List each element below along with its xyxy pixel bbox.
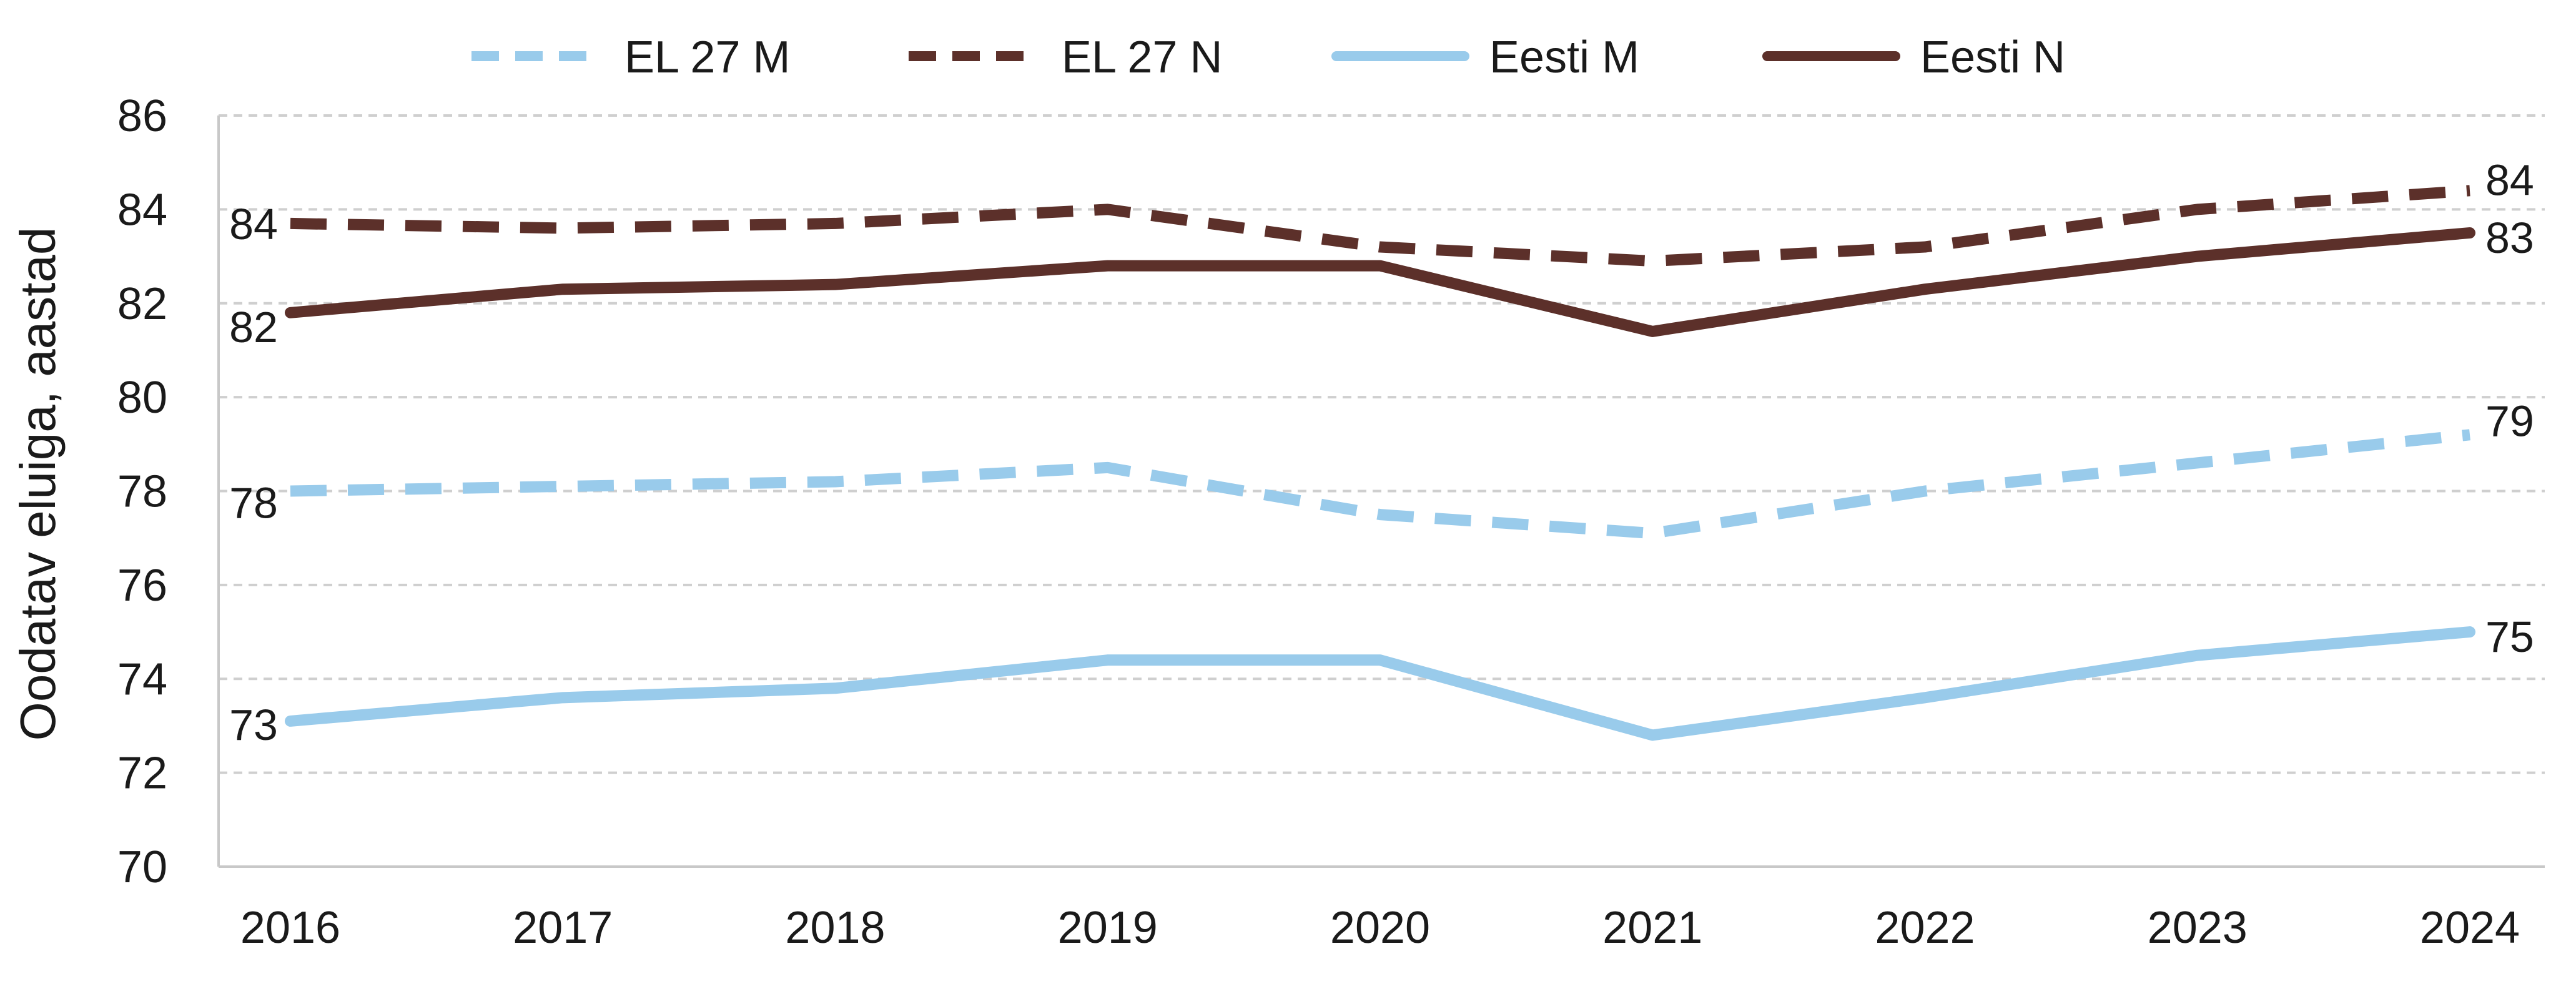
legend-label: EL 27 N	[1062, 32, 1222, 82]
y-tick-label: 78	[117, 467, 167, 517]
data-label: 73	[229, 701, 278, 749]
series-line-eesti-m	[285, 626, 2475, 741]
series-line-el-27-n	[290, 185, 2470, 267]
x-tick-label: 2017	[513, 903, 613, 953]
legend-label: EL 27 M	[624, 32, 790, 82]
legend-label: Eesti N	[1920, 32, 2065, 82]
legend: EL 27 M EL 27 N Eesti M Eesti N	[471, 32, 2065, 82]
x-tick-label: 2022	[1875, 903, 1975, 953]
series-group	[285, 185, 2475, 741]
data-label: 75	[2485, 613, 2534, 661]
x-tick-label: 2020	[1330, 903, 1430, 953]
y-tick-label: 74	[117, 654, 167, 704]
y-tick-label: 84	[117, 185, 167, 235]
data-label: 84	[2485, 155, 2534, 204]
y-tick-label: 80	[117, 373, 167, 423]
data-label: 78	[229, 479, 278, 528]
data-label: 79	[2485, 396, 2534, 445]
data-label: 82	[229, 303, 278, 352]
y-tick-label: 76	[117, 561, 167, 611]
y-tick-label: 86	[117, 91, 167, 141]
data-label: 83	[2485, 214, 2534, 262]
x-tick-label: 2016	[240, 903, 340, 953]
x-tick-label: 2019	[1058, 903, 1158, 953]
data-labels: 78 79 84 84 73 75 82 83	[229, 155, 2534, 749]
y-tick-label: 70	[117, 842, 167, 892]
x-tick-label: 2024	[2420, 903, 2520, 953]
series-line-eesti-n	[285, 227, 2475, 337]
x-tick-label: 2023	[2148, 903, 2248, 953]
axes: 70 72 74 76 78 80 82 84 86 2016 2017 2018 2019 2020 20…	[117, 91, 2545, 953]
y-axis-title: Oodatav eluiga, aastad	[10, 227, 66, 741]
legend-label: Eesti M	[1489, 32, 1639, 82]
y-tick-label: 72	[117, 749, 167, 799]
x-tick-label: 2021	[1602, 903, 1702, 953]
series-line-el-27-m	[290, 429, 2470, 539]
x-tick-label: 2018	[785, 903, 885, 953]
data-label: 84	[229, 200, 278, 249]
y-tick-label: 82	[117, 279, 167, 329]
